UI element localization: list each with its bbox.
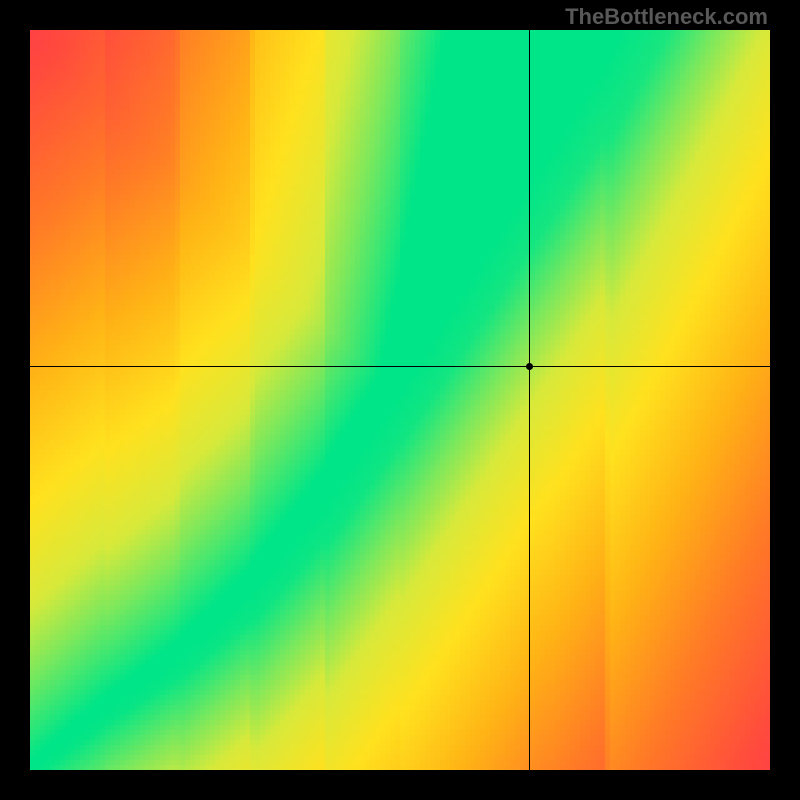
crosshair-vertical — [529, 30, 530, 770]
heatmap-canvas — [30, 30, 770, 770]
watermark-text: TheBottleneck.com — [565, 4, 768, 30]
crosshair-horizontal — [30, 366, 770, 367]
